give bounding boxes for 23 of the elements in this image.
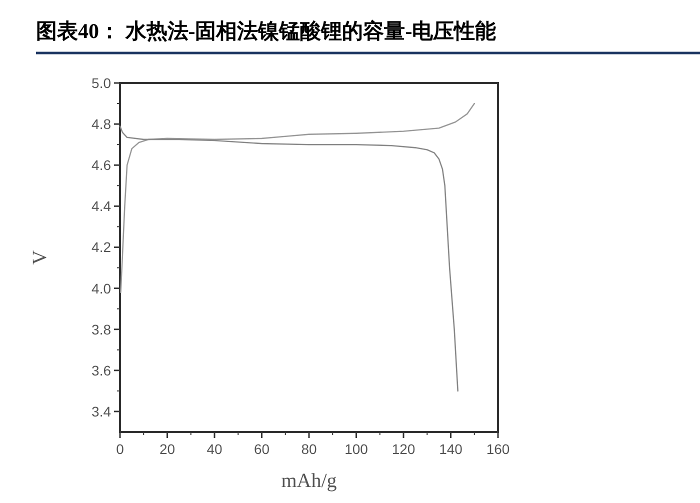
x-tick-label: 20 xyxy=(159,441,176,457)
y-tick-label: 4.2 xyxy=(92,239,112,256)
y-tick-label: 4.0 xyxy=(92,280,112,296)
line-series xyxy=(120,102,476,294)
x-tick-label: 160 xyxy=(486,441,510,457)
chart-title: 图表40： 水热法-固相法镍锰酸锂的容量-电压性能 xyxy=(36,19,496,43)
y-tick-label: 5.0 xyxy=(92,75,112,91)
line-series xyxy=(119,125,458,392)
y-tick-label: 3.6 xyxy=(92,362,112,378)
x-axis-title: mAh/g xyxy=(281,470,337,492)
y-axis-title: V xyxy=(29,250,51,265)
x-tick-label: 140 xyxy=(439,441,463,457)
y-tick-label: 3.4 xyxy=(92,403,112,420)
y-tick-label: 4.6 xyxy=(92,157,112,174)
x-tick-label: 120 xyxy=(392,441,416,457)
y-tick-label: 3.8 xyxy=(92,321,112,338)
x-tick-label: 0 xyxy=(116,441,124,457)
x-tick-label: 80 xyxy=(301,441,317,457)
y-tick-label: 4.4 xyxy=(92,198,112,214)
x-tick-label: 60 xyxy=(254,441,270,457)
x-tick-label: 40 xyxy=(206,441,222,457)
y-tick-label: 4.8 xyxy=(92,116,112,132)
x-tick-label: 100 xyxy=(344,441,368,457)
